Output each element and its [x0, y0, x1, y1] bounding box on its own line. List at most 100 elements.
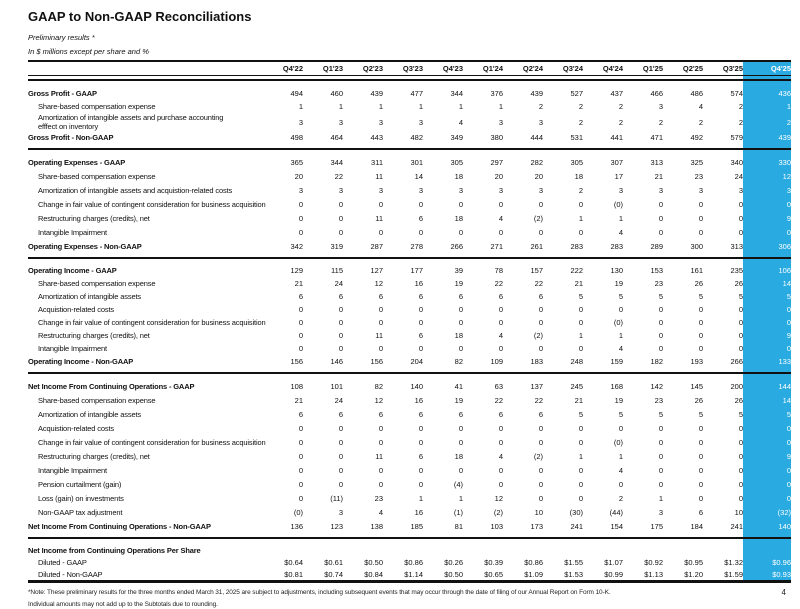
section-separator [28, 75, 791, 81]
value-cell: 380 [490, 133, 503, 142]
value-cell: 0 [738, 331, 743, 340]
row-label: Amortization of intangible assets and pu… [38, 113, 224, 131]
value-cell [423, 544, 463, 556]
row-label: Net Income From Continuing Operations - … [28, 381, 195, 391]
value-cell: 266 [450, 241, 463, 251]
value-cell: 0 [298, 213, 303, 223]
value-cell: 3 [698, 185, 703, 195]
highlight-cell: 0 [743, 477, 791, 491]
value-cell: 3 [378, 185, 383, 195]
row-label: Restructuring charges (credits), net [38, 331, 150, 340]
value-cell: 0 [338, 213, 343, 223]
highlight-cell: 2 [743, 113, 791, 131]
value-cell: 0 [458, 465, 463, 475]
value-cell: 6 [498, 409, 503, 419]
value-cell: 11 [375, 171, 383, 181]
row-label: Amortization of intangible assets [38, 292, 142, 301]
value-cell: 0 [738, 318, 743, 327]
value-cell: 574 [730, 89, 743, 98]
value-cell: 0 [378, 199, 383, 209]
value-cell: 0 [338, 451, 343, 461]
value-cell: 39 [454, 266, 463, 275]
value-cell: 82 [454, 357, 463, 366]
value-cell: 439 [370, 89, 383, 98]
value-cell: 10 [734, 507, 743, 517]
value-cell: $0.74 [324, 569, 343, 579]
value-cell: 3 [498, 117, 503, 127]
value-cell: 0 [458, 318, 463, 327]
value-cell: 0 [298, 493, 303, 503]
column-header: Q3'24 [543, 60, 583, 76]
value-cell: 0 [658, 305, 663, 314]
value-cell: 0 [658, 331, 663, 340]
value-cell: 0 [298, 465, 303, 475]
value-cell: 0 [738, 199, 743, 209]
value-cell: $1.14 [404, 569, 423, 579]
row-label: Share-based compensation expense [38, 171, 156, 181]
value-cell: 16 [414, 507, 423, 517]
value-cell: 156 [290, 357, 303, 366]
value-cell: 0 [538, 437, 543, 447]
value-cell: 153 [650, 266, 663, 275]
row-label: Intangible Impairment [38, 344, 107, 353]
value-cell: 21 [654, 171, 663, 181]
value-cell: 4 [618, 344, 623, 353]
value-cell: 6 [538, 292, 543, 301]
separator-span [28, 253, 743, 259]
recon-table-body: Q4'22 Q1'23 Q2'23 Q3'23 Q4'23 Q1'24 Q2'24 Q3'24… [28, 60, 791, 582]
value-cell: $1.55 [564, 557, 583, 567]
section-separator [28, 144, 791, 150]
value-cell: 342 [290, 241, 303, 251]
highlight-cell: 0 [743, 342, 791, 355]
value-cell: 261 [530, 241, 543, 251]
value-cell: 130 [610, 266, 623, 275]
column-header: Q4'23 [423, 60, 463, 76]
row-label: Change in fair value of contingent consi… [38, 318, 266, 327]
value-cell: 10 [534, 507, 543, 517]
highlight-cell: 0 [743, 491, 791, 505]
value-cell: 24 [734, 171, 743, 181]
value-cell: 0 [418, 479, 423, 489]
column-header: Q2'24 [503, 60, 543, 76]
table-row-operating-expenses: Operating Expenses - Non-GAAP 342 319 287 27… [28, 239, 791, 253]
value-cell: 0 [538, 479, 543, 489]
value-cell: 22 [494, 279, 503, 288]
separator-span [28, 80, 743, 87]
value-cell: 5 [658, 409, 663, 419]
value-cell: 241 [570, 521, 583, 531]
value-cell: 0 [698, 199, 703, 209]
value-cell: 20 [494, 171, 503, 181]
value-cell: 19 [454, 395, 463, 405]
table-row-operating-expenses: Operating Expenses - GAAP 365 344 311 301 305… [28, 155, 791, 169]
highlight-cell: 0 [743, 225, 791, 239]
row-label: Share-based compensation expense [38, 102, 156, 111]
separator-highlight [743, 149, 791, 155]
value-cell: 0 [338, 199, 343, 209]
value-cell: 18 [454, 451, 463, 461]
row-label: Restructuring charges (credits), net [38, 213, 150, 223]
value-cell: 6 [458, 292, 463, 301]
value-cell: 0 [458, 423, 463, 433]
row-label: Diluted - GAAP [38, 557, 87, 567]
value-cell: 3 [338, 507, 343, 517]
value-cell: 82 [374, 381, 383, 391]
value-cell: 0 [338, 227, 343, 237]
value-cell: 6 [418, 409, 423, 419]
highlight-cell: 9 [743, 211, 791, 225]
value-cell: 482 [410, 133, 423, 142]
footnotes: *Note: These preliminary results for the… [28, 589, 800, 608]
value-cell: 6 [418, 213, 423, 223]
value-cell: 0 [378, 344, 383, 353]
value-cell: 3 [658, 507, 663, 517]
value-cell: 0 [698, 344, 703, 353]
value-cell: 0 [658, 318, 663, 327]
value-cell: 0 [338, 423, 343, 433]
row-label: Acquistion-related costs [38, 423, 115, 433]
table-row-net-income-continuing-operations: Non-GAAP tax adjustment (0) 3 4 16 (1) (2) 10 (3… [28, 505, 791, 519]
highlight-cell: 14 [743, 393, 791, 407]
value-cell: 344 [450, 89, 463, 98]
value-cell: 1 [338, 102, 343, 111]
value-cell: 20 [294, 171, 303, 181]
table-row-net-income-continuing-operations: Amortization of intangible assets 6 6 6 6 6 6 6… [28, 407, 791, 421]
value-cell: 531 [570, 133, 583, 142]
